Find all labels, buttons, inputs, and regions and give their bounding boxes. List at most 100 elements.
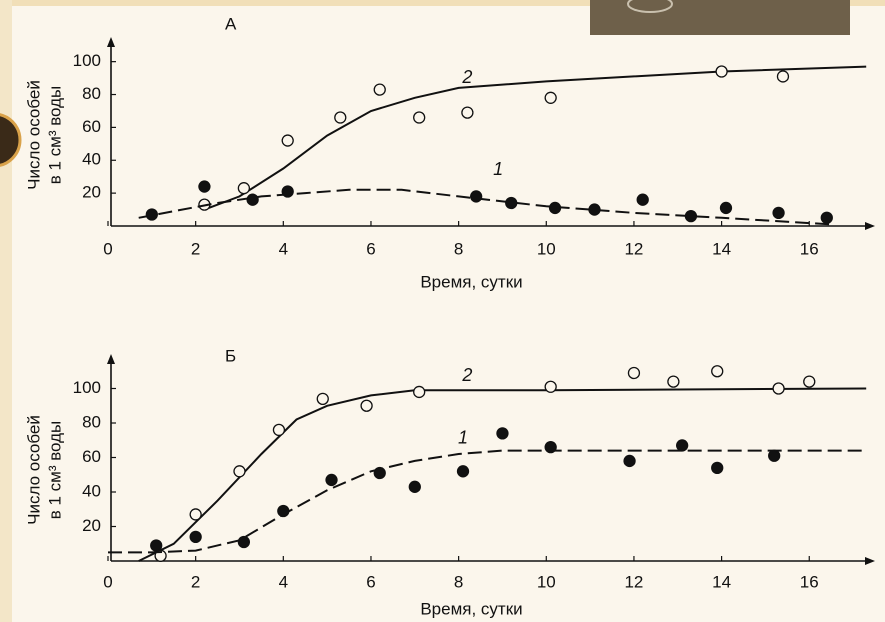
data-point (548, 201, 562, 215)
curve (138, 387, 867, 562)
data-point (373, 83, 386, 96)
y-axis-label: в 1 см³ воды (45, 421, 64, 520)
data-point (413, 111, 426, 124)
curve (208, 65, 867, 209)
data-point (544, 91, 557, 104)
y-axis-label: Число особей (24, 80, 43, 190)
x-tick-label: 8 (454, 572, 463, 591)
data-point (588, 203, 601, 216)
y-tick-label: 20 (82, 183, 101, 202)
data-point (776, 70, 790, 83)
x-axis-label: Время, сутки (420, 599, 522, 618)
left-border (0, 0, 12, 622)
data-point (505, 196, 518, 210)
x-axis-arrow (865, 557, 875, 565)
data-point (325, 473, 338, 487)
data-point (667, 375, 680, 388)
data-point (373, 466, 386, 480)
data-point (623, 454, 636, 468)
curve-label: 2 (461, 67, 472, 87)
x-tick-label: 8 (454, 239, 463, 258)
x-tick-label: 12 (624, 572, 643, 591)
data-point (456, 465, 470, 478)
photo (590, 0, 850, 35)
curve (138, 188, 832, 226)
y-tick-label: 100 (73, 51, 101, 70)
y-axis-label: в 1 см³ воды (45, 86, 64, 185)
y-axis-arrow (107, 354, 115, 364)
data-point (768, 449, 781, 462)
data-point (470, 190, 483, 203)
x-axis-label: Время, сутки (420, 272, 522, 291)
y-tick-label: 40 (82, 150, 101, 169)
y-tick-label: 20 (82, 516, 101, 535)
y-tick-label: 60 (82, 117, 101, 136)
x-tick-label: 14 (712, 572, 731, 591)
data-point (413, 385, 426, 399)
y-axis-label: Число особей (24, 415, 43, 525)
x-tick-label: 10 (537, 572, 556, 591)
data-point (711, 461, 724, 475)
curve-label: 1 (458, 427, 468, 447)
x-tick-label: 16 (800, 572, 819, 591)
data-point (544, 380, 557, 393)
top-border (0, 0, 885, 6)
data-point (408, 480, 421, 493)
x-axis-arrow (865, 222, 875, 230)
y-tick-label: 80 (82, 412, 101, 431)
data-point (233, 465, 246, 478)
data-point (237, 535, 251, 549)
x-tick-label: 6 (366, 572, 375, 591)
decor-circle (0, 113, 22, 167)
data-point (496, 427, 509, 440)
data-point (281, 134, 294, 147)
curve-label: 1 (493, 159, 503, 179)
data-point (772, 206, 785, 220)
data-point (316, 392, 329, 406)
data-point (544, 440, 557, 454)
data-point (277, 504, 290, 518)
data-point (237, 182, 251, 195)
data-point (627, 366, 641, 380)
x-tick-label: 2 (191, 239, 200, 258)
photo-detail (627, 0, 673, 13)
data-point (676, 439, 689, 452)
panel-label: А (225, 14, 237, 33)
data-point (189, 508, 202, 521)
data-point (772, 382, 785, 395)
data-point (461, 106, 474, 119)
y-axis-arrow (107, 37, 115, 47)
data-point (189, 530, 202, 543)
x-tick-label: 16 (800, 239, 819, 258)
data-point (272, 423, 286, 437)
data-point (684, 209, 698, 223)
data-point (334, 111, 347, 124)
x-tick-label: 12 (624, 239, 643, 258)
data-point (246, 193, 259, 206)
x-tick-label: 0 (103, 572, 112, 591)
data-point (636, 193, 649, 206)
y-tick-label: 60 (82, 447, 101, 466)
curve-label: 2 (461, 365, 472, 385)
y-tick-label: 80 (82, 84, 101, 103)
data-point (711, 365, 724, 378)
x-tick-label: 14 (712, 239, 731, 258)
y-tick-label: 40 (82, 481, 101, 500)
x-tick-label: 4 (279, 239, 288, 258)
data-point (145, 208, 158, 221)
panel-label: Б (225, 346, 236, 365)
data-point (719, 201, 733, 215)
x-tick-label: 4 (279, 572, 288, 591)
curve (108, 449, 867, 554)
data-point (150, 539, 163, 552)
data-point (281, 185, 294, 198)
data-point (803, 375, 816, 388)
x-tick-label: 2 (191, 572, 200, 591)
data-point (715, 65, 728, 78)
x-tick-label: 0 (103, 239, 112, 258)
x-tick-label: 10 (537, 239, 556, 258)
data-point (198, 180, 211, 193)
